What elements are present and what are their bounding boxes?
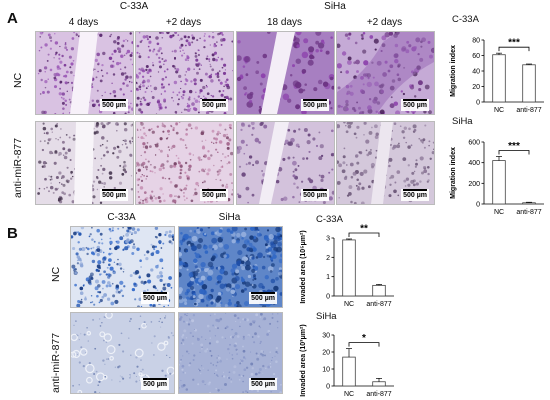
scale-bar: 500 µm: [301, 99, 329, 111]
y-axis-label: Migration index: [450, 147, 457, 199]
scale-bar: 500 µm: [200, 189, 228, 201]
bar-nc: [492, 54, 506, 103]
invasion-siha-anti: 500 µm: [178, 312, 283, 394]
b-col-header-siha: SiHa: [218, 212, 241, 223]
y-axis-label: Invaded area (10³μm²): [300, 324, 307, 396]
bar-nc: [342, 239, 356, 297]
chart-migration-siha: 0 200 400 600 Migration index NC anti-877 ***: [446, 128, 550, 218]
scale-bar: 500 µm: [301, 189, 329, 201]
x-tick-label: NC: [344, 301, 354, 308]
scale-bar: 500 µm: [249, 378, 277, 390]
col-header-siha-2: +2 days: [366, 17, 403, 28]
x-tick-label: NC: [494, 209, 504, 216]
bar-anti-877: [372, 381, 386, 387]
col-header-c33a-2: +2 days: [165, 17, 202, 28]
scale-bar: 500 µm: [100, 99, 128, 111]
y-tick-label: 200: [468, 181, 480, 188]
col-header-c33a-1: 4 days: [68, 17, 99, 28]
micrograph-siha-nc-day2: 500 µm: [336, 31, 435, 115]
significance-bracket: [348, 232, 380, 237]
y-tick-label: 30: [322, 333, 330, 340]
y-tick-label: 20: [322, 350, 330, 357]
chart0-svg: 0 20 40 60 80 Migration index NC anti-877 ***: [450, 38, 544, 114]
y-tick-label: 10: [322, 367, 330, 374]
micrograph-siha-anti-day0: 500 µm: [236, 121, 335, 205]
y-tick-label: 1: [326, 274, 330, 281]
chart-migration-c33a: 0 20 40 60 80 Migration index NC anti-877 ***: [446, 26, 550, 116]
significance-bracket: [498, 46, 530, 52]
chart-invasion-siha: 0 10 20 30 Invaded area (10³μm²) NC anti-877 *: [296, 321, 400, 400]
chart-invasion-c33a: 0 1 2 3 Invaded area (10⁵μm²) NC anti-877 **: [296, 223, 400, 310]
chart2-svg: 0 1 2 3 Invaded area (10⁵μm²) NC anti-877 **: [300, 223, 394, 308]
y-tick-label: 600: [468, 140, 480, 147]
significance-stars: ***: [508, 141, 520, 152]
micrograph-c33a-nc-day2: 500 µm: [135, 31, 234, 115]
x-tick-label: anti-877: [366, 301, 391, 308]
y-tick-label: 0: [326, 294, 330, 301]
significance-stars: ***: [508, 38, 520, 49]
chart1-svg: 0 200 400 600 Migration index NC anti-877 ***: [450, 140, 544, 216]
bar-nc: [342, 356, 356, 387]
chart-4-title: SiHa: [316, 311, 337, 322]
invasion-c33a-nc: 500 µm: [70, 226, 175, 308]
y-tick-label: 60: [472, 53, 480, 60]
y-tick-label: 0: [476, 100, 480, 107]
chart-1-title: C-33A: [452, 14, 479, 25]
y-tick-label: 80: [472, 38, 480, 45]
scale-bar: 500 µm: [100, 189, 128, 201]
group-header-siha: SiHa: [324, 1, 346, 12]
chart-3-title: C-33A: [316, 214, 343, 225]
y-tick-label: 40: [472, 69, 480, 76]
panel-a-letter: A: [7, 10, 18, 27]
invasion-c33a-anti: 500 µm: [70, 312, 175, 394]
micrograph-siha-anti-day2: 500 µm: [336, 121, 435, 205]
y-tick-label: 20: [472, 84, 480, 91]
bar-anti-877: [372, 284, 386, 297]
x-tick-label: anti-877: [516, 107, 541, 114]
bar-anti-877: [522, 64, 536, 103]
significance-bracket: [498, 150, 530, 155]
chart-2-title: SiHa: [452, 116, 473, 127]
significance-stars: *: [362, 333, 366, 344]
col-header-siha-1: 18 days: [266, 17, 303, 28]
scale-bar: 500 µm: [249, 292, 277, 304]
scale-bar: 500 µm: [401, 189, 429, 201]
b-col-header-c33a: C-33A: [107, 212, 136, 223]
b-row-label-nc: NC: [50, 266, 62, 282]
x-tick-label: anti-877: [516, 209, 541, 216]
y-tick-label: 400: [468, 160, 480, 167]
y-tick-label: 2: [326, 255, 330, 262]
scale-bar: 500 µm: [141, 292, 169, 304]
y-axis-label: Invaded area (10⁵μm²): [300, 230, 307, 303]
x-tick-label: NC: [344, 391, 354, 398]
significance-stars: **: [360, 223, 368, 234]
b-row-label-anti-mir: anti-miR-877: [50, 332, 62, 393]
y-tick-label: 3: [326, 236, 330, 243]
y-tick-label: 0: [476, 202, 480, 209]
micrograph-c33a-anti-day2: 500 µm: [135, 121, 234, 205]
row-label-anti-mir: anti-miR-877: [12, 137, 24, 198]
bar-nc: [492, 160, 506, 205]
group-header-c33a: C-33A: [119, 1, 149, 12]
micrograph-c33a-nc-day0: 500 µm: [35, 31, 134, 115]
scale-bar: 500 µm: [401, 99, 429, 111]
panel-b-letter: B: [7, 225, 18, 242]
row-label-nc: NC: [12, 72, 24, 88]
y-axis-label: Migration index: [450, 45, 457, 97]
micrograph-c33a-anti-day0: 500 µm: [35, 121, 134, 205]
chart3-svg: 0 10 20 30 Invaded area (10³μm²) NC anti-877 *: [300, 324, 394, 398]
x-tick-label: NC: [494, 107, 504, 114]
significance-bracket: [348, 342, 380, 347]
bar-anti-877: [522, 202, 536, 205]
scale-bar: 500 µm: [141, 378, 169, 390]
y-tick-label: 0: [326, 384, 330, 391]
x-tick-label: anti-877: [366, 391, 391, 398]
micrograph-siha-nc-day0: 500 µm: [236, 31, 335, 115]
scale-bar: 500 µm: [200, 99, 228, 111]
invasion-siha-nc: 500 µm: [178, 226, 283, 308]
